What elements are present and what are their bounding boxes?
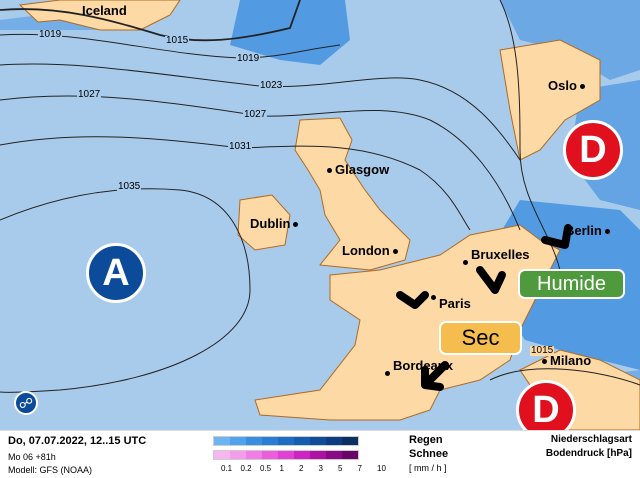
city-name: London <box>342 243 390 258</box>
color-swatch <box>246 437 262 445</box>
color-swatch <box>342 451 358 459</box>
color-swatch <box>310 437 326 445</box>
city-name: Paris <box>439 296 471 311</box>
city-name: Dublin <box>250 216 291 231</box>
color-swatch <box>230 451 246 459</box>
isobar-label: 1023 <box>259 80 284 91</box>
globe-icon[interactable]: ☍ <box>14 391 38 415</box>
city-label-berlin: Berlin <box>565 223 613 238</box>
color-swatch <box>326 451 342 459</box>
scale-tick: 2 <box>299 464 304 473</box>
color-swatch <box>294 451 310 459</box>
forecast-date: Do, 07.07.2022, 12..15 UTC <box>8 435 147 447</box>
snow-color-scale <box>213 450 359 460</box>
city-dot <box>392 249 398 255</box>
isobar-label: 1019 <box>38 29 63 40</box>
legend: Do, 07.07.2022, 12..15 UTC Mo 06 +81h Mo… <box>0 430 640 478</box>
color-swatch <box>278 451 294 459</box>
city-label-london: London <box>342 243 401 258</box>
rain-label: Regen <box>409 434 443 446</box>
isobar-label: 1035 <box>117 181 142 192</box>
city-label-iceland: Iceland <box>82 3 127 18</box>
scale-tick: 5 <box>338 464 343 473</box>
city-dot <box>463 260 468 265</box>
city-label-oslo: Oslo <box>548 78 588 93</box>
color-swatch <box>246 451 262 459</box>
isobars <box>0 0 640 393</box>
scale-tick: 0.2 <box>240 464 252 473</box>
city-dot <box>579 84 585 90</box>
color-swatch <box>262 437 278 445</box>
city-label-glasgow: Glasgow <box>327 162 389 177</box>
dry-badge: Sec <box>439 321 522 355</box>
pressure-label: Bodendruck [hPa] <box>545 448 632 459</box>
isobar-label: 1027 <box>77 89 102 100</box>
unit-label: [ mm / h ] <box>409 463 447 473</box>
city-name: Bordeaux <box>393 358 453 373</box>
isobar-label: 1015 <box>165 35 190 46</box>
city-dot <box>542 359 547 365</box>
color-swatch <box>230 437 246 445</box>
rain-color-scale <box>213 436 359 446</box>
isobar-label: 1027 <box>243 109 268 120</box>
city-name: Bruxelles <box>471 247 530 262</box>
scale-tick: 10 <box>377 464 386 473</box>
weather-map: Iceland Oslo Glasgow Dublin London Bruxe… <box>0 0 640 440</box>
city-dot <box>327 168 332 174</box>
isobar-label: 1015 <box>530 345 555 356</box>
land-masses <box>18 0 640 431</box>
isobar-label: 1019 <box>236 53 261 64</box>
color-swatch <box>214 437 230 445</box>
wind-arrows <box>396 224 572 391</box>
city-name: Milano <box>550 353 592 368</box>
city-label-bruxelles: Bruxelles <box>463 247 530 265</box>
city-dot <box>604 229 610 235</box>
color-swatch <box>214 451 230 459</box>
map-canvas <box>0 0 640 431</box>
city-name: Glasgow <box>335 162 390 177</box>
snow-label: Schnee <box>409 448 449 460</box>
scale-tick: 0.5 <box>260 464 272 473</box>
color-swatch <box>294 437 310 445</box>
forecast-run: Mo 06 +81h <box>8 452 56 462</box>
city-label-paris: Paris <box>431 295 471 311</box>
city-label-bordeaux: Bordeaux <box>385 358 453 376</box>
scale-tick: 7 <box>357 464 362 473</box>
city-name: Oslo <box>548 78 577 93</box>
city-dot <box>293 222 299 228</box>
humid-badge: Humide <box>518 269 625 299</box>
color-swatch <box>342 437 358 445</box>
city-name: Berlin <box>565 223 602 238</box>
scale-tick: 3 <box>318 464 323 473</box>
color-swatch <box>262 451 278 459</box>
low-pressure-center: D <box>563 120 623 180</box>
color-swatch <box>326 437 342 445</box>
high-pressure-center: A <box>86 243 146 303</box>
scale-tick: 0.1 <box>221 464 233 473</box>
city-label-milano: Milano <box>542 353 591 368</box>
city-dot <box>385 371 390 376</box>
color-swatch <box>278 437 294 445</box>
precip-type-label: Niederschlagsart <box>550 434 632 445</box>
model-name: Modell: GFS (NOAA) <box>8 465 93 475</box>
city-label-dublin: Dublin <box>250 216 301 231</box>
isobar-label: 1031 <box>228 141 253 152</box>
color-swatch <box>310 451 326 459</box>
scale-tick: 1 <box>279 464 284 473</box>
city-dot <box>431 295 436 300</box>
